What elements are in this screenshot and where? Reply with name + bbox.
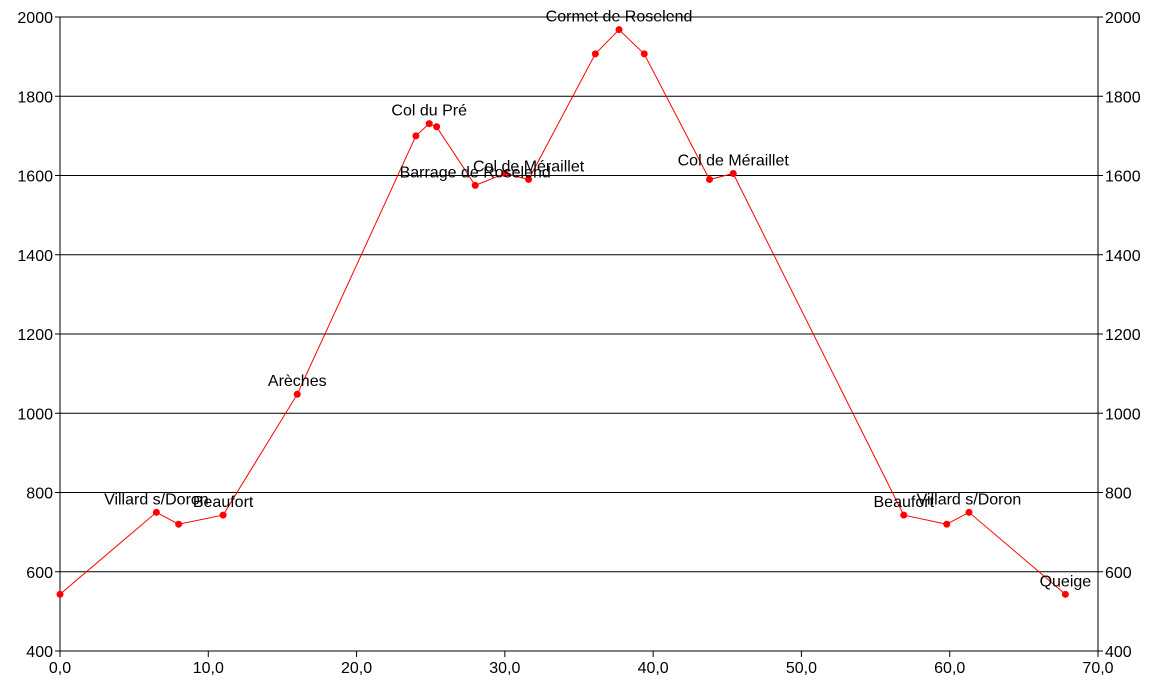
data-point [501,170,509,178]
y-tick-label-left: 800 [26,486,53,503]
series-line [59,28,1066,595]
y-tick-label-right: 600 [1105,565,1132,582]
y-tick-label-left: 1800 [17,89,53,106]
point-label: Cormet de Roselend [546,9,693,26]
y-tick-label-right: 400 [1105,644,1132,661]
data-point [640,50,648,58]
point-label: Barrage de Roselend [400,164,551,181]
data-point [615,26,623,34]
x-tick-label: 60,0 [934,660,965,677]
data-point [965,508,973,516]
x-tick-label: 30,0 [489,660,520,677]
point-label: Col du Pré [391,103,467,120]
x-tick-label: 50,0 [786,660,817,677]
data-point [175,520,183,528]
data-point [591,50,599,58]
x-tick-label: 20,0 [341,660,372,677]
point-label: Arèches [268,373,327,390]
x-tick-label: 70,0 [1082,660,1113,677]
data-point [729,170,737,178]
data-point [412,132,420,140]
series-elevation [56,26,1069,598]
y-tick-label-left: 400 [26,644,53,661]
y-tick-label-right: 800 [1105,486,1132,503]
y-tick-label-left: 1400 [17,248,53,265]
point-label: Beaufort [874,494,935,511]
y-tick-label-right: 1800 [1105,89,1141,106]
x-tick-label: 0,0 [49,660,71,677]
data-point [56,590,64,598]
data-point [943,520,951,528]
point-label: Col de Méraillet [678,153,790,170]
point-label: Beaufort [193,494,254,511]
y-tick-label-right: 1200 [1105,327,1141,344]
point-label: Queige [1040,573,1092,590]
y-tick-label-left: 1600 [17,169,53,186]
y-tick-label-left: 2000 [17,10,53,27]
y-tick-label-left: 600 [26,565,53,582]
point-label: Col de Méraillet [473,158,585,175]
x-tick-label: 40,0 [638,660,669,677]
data-point [900,511,908,519]
data-point [293,390,301,398]
data-point [471,181,479,189]
point-label: Villard s/Doron [104,491,209,508]
x-tick-label: 10,0 [193,660,224,677]
data-point [152,508,160,516]
data-point [1061,590,1069,598]
y-tick-label-left: 1200 [17,327,53,344]
data-point [219,511,227,519]
y-tick-label-right: 1600 [1105,169,1141,186]
y-tick-label-right: 2000 [1105,10,1141,27]
data-point [433,123,441,131]
point-label: Villard s/Doron [917,491,1022,508]
data-point [705,175,713,183]
y-tick-label-right: 1400 [1105,248,1141,265]
axes: 400 400 600 600 800 800 1000 1000 1200 1200 1400 14… [17,10,1140,677]
data-point [525,175,533,183]
y-tick-label-left: 1000 [17,406,53,423]
y-tick-label-right: 1000 [1105,406,1141,423]
data-point [425,120,433,128]
